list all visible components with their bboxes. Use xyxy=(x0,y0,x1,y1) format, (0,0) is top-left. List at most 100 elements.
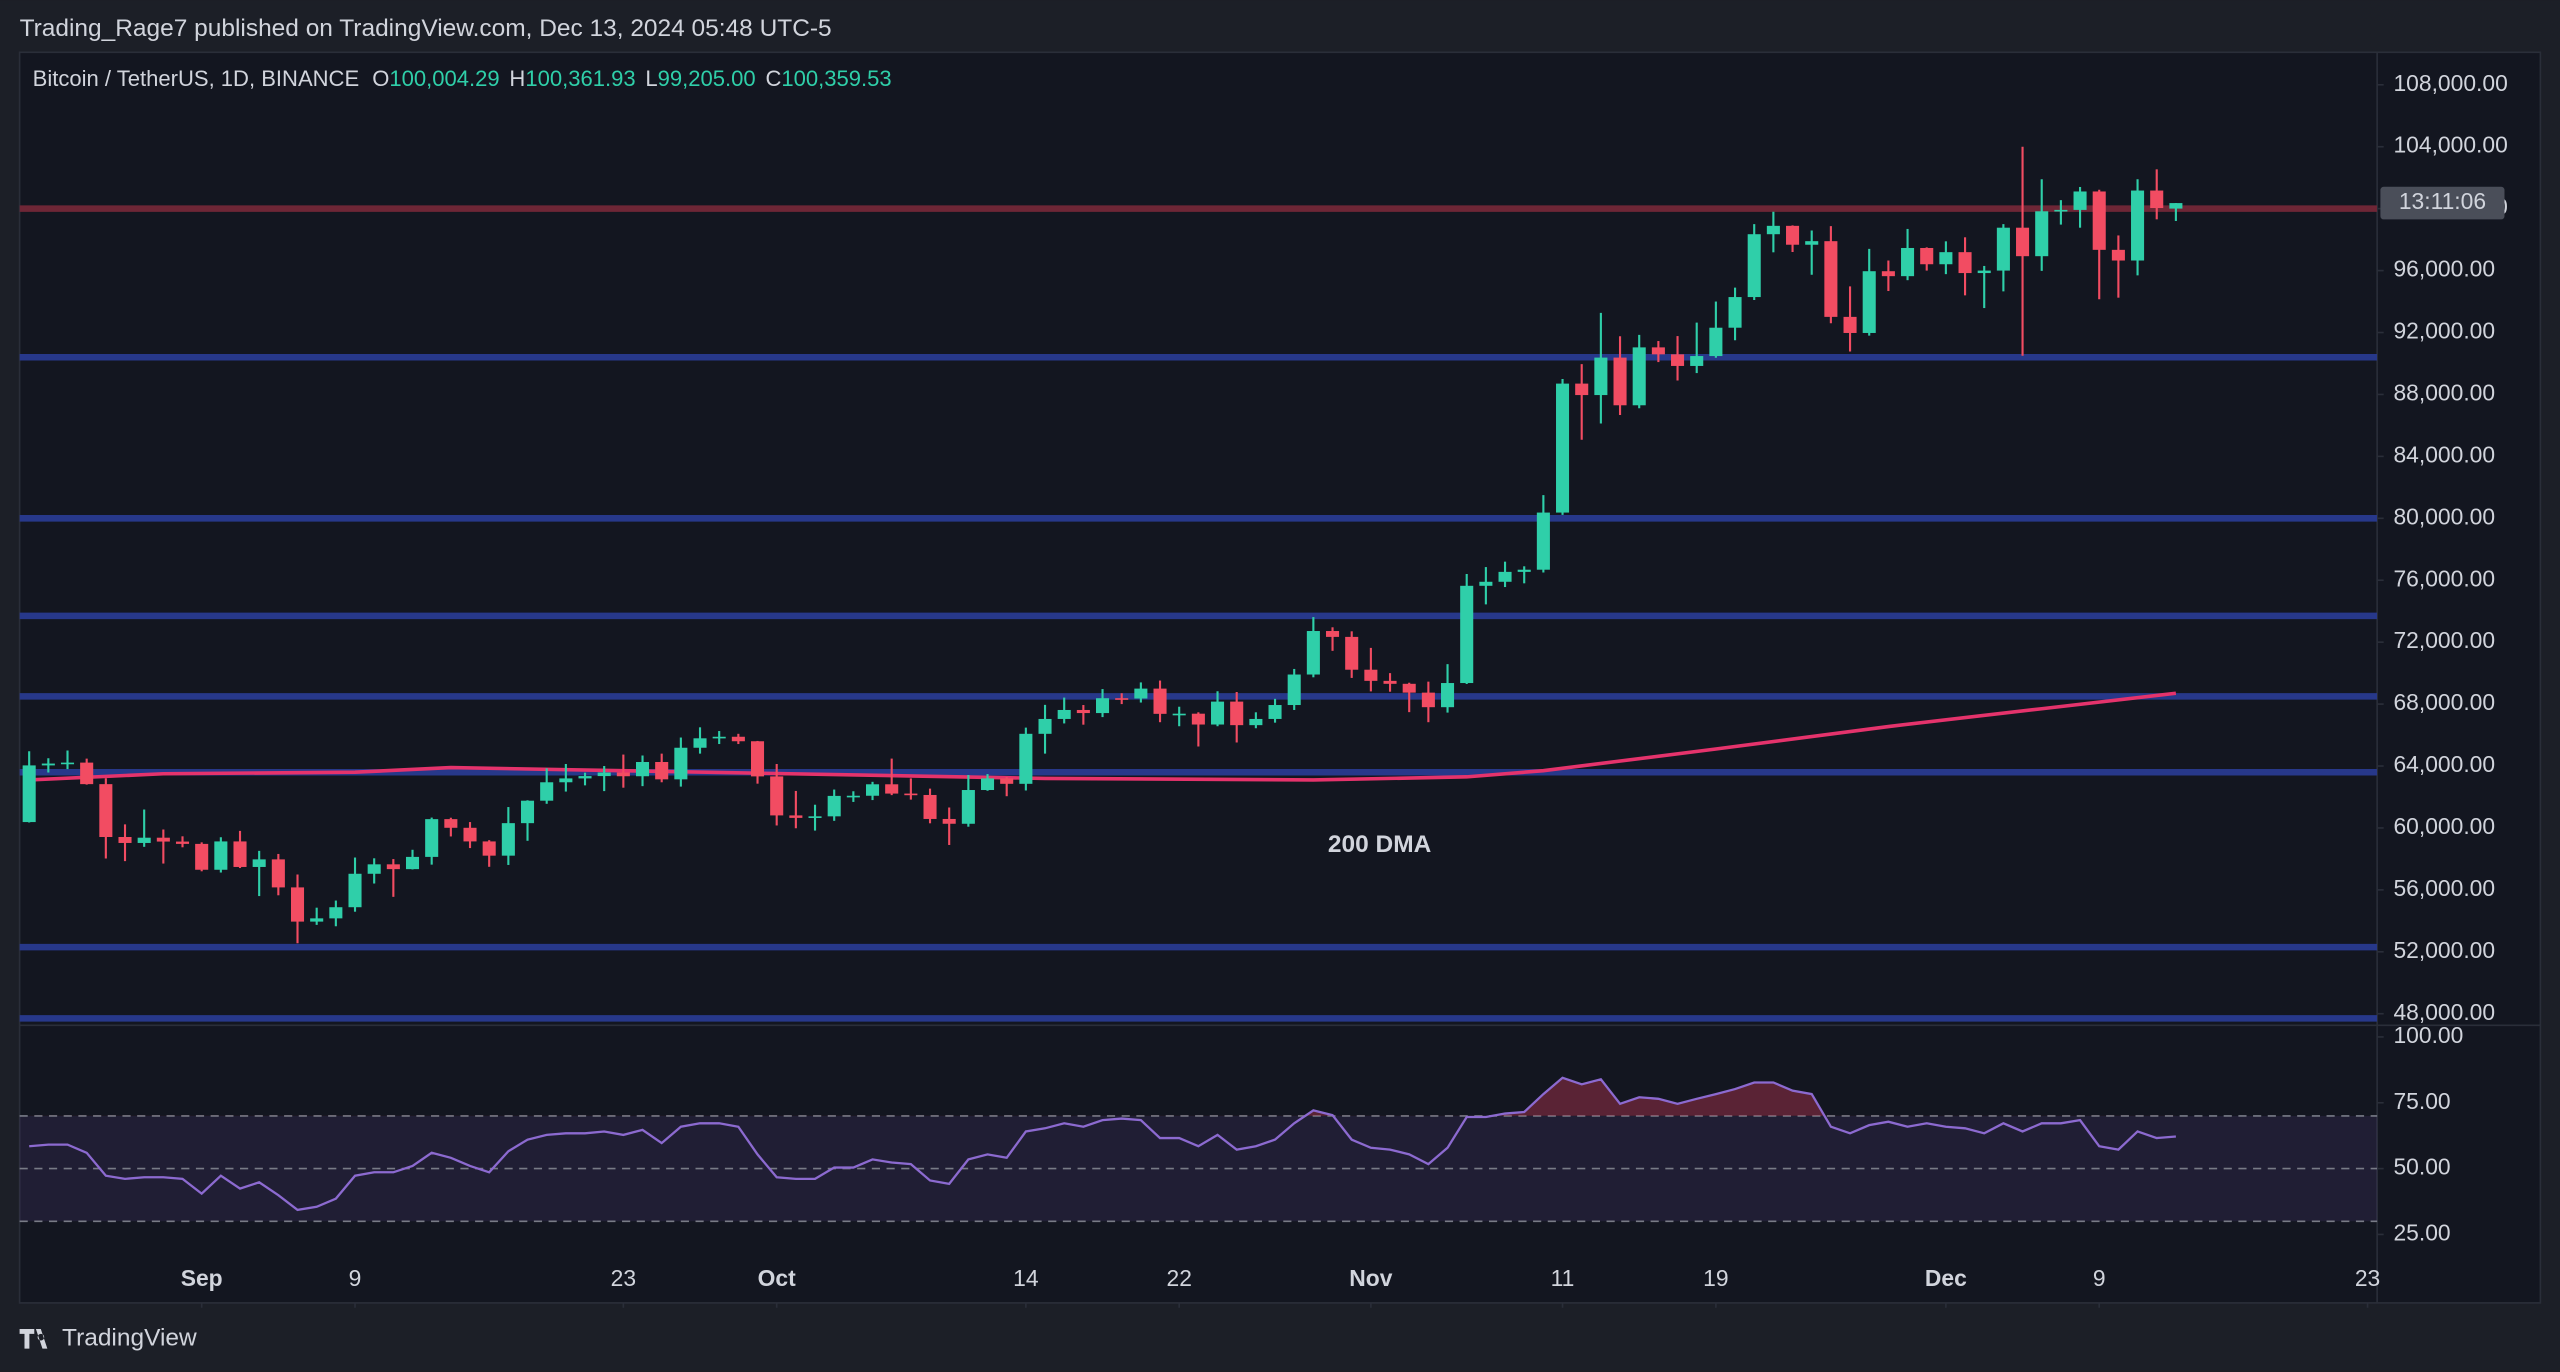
candle-body xyxy=(1345,636,1359,670)
y-tick-label: 88,000.00 xyxy=(2393,379,2495,405)
candle-body xyxy=(1326,631,1340,637)
candle-body xyxy=(1575,383,1589,396)
candle-body xyxy=(482,841,496,856)
candle-body xyxy=(1958,252,1972,274)
candle-body xyxy=(559,778,573,783)
candle-body xyxy=(41,763,55,766)
x-tick-label: 19 xyxy=(1703,1265,1728,1291)
candle-body xyxy=(1709,327,1723,357)
y-tick-label: 52,000.00 xyxy=(2393,937,2495,963)
chart-area xyxy=(18,51,2542,1304)
x-tick-label: Sep xyxy=(181,1265,223,1291)
candle-body xyxy=(310,918,324,922)
candle-body xyxy=(1230,701,1244,726)
candle-body xyxy=(1651,347,1665,355)
x-tick-label: 9 xyxy=(349,1265,362,1291)
candle-body xyxy=(789,815,803,818)
overlay-label: 200 DMA xyxy=(1328,831,1432,858)
candle-body xyxy=(1536,512,1550,570)
candle-body xyxy=(175,841,190,844)
candle-body xyxy=(1498,571,1512,582)
candle-body xyxy=(329,907,343,919)
candle-body xyxy=(578,776,592,779)
ohlc-key: C xyxy=(765,66,781,91)
candle-body xyxy=(22,765,36,823)
candle-body xyxy=(233,841,247,867)
candle-body xyxy=(693,738,707,748)
candle-body xyxy=(60,762,75,765)
candle-body xyxy=(1728,297,1742,328)
candle-body xyxy=(1690,356,1704,366)
candle-body xyxy=(2016,227,2030,257)
candle-body xyxy=(520,800,535,824)
candle-body xyxy=(904,793,918,796)
x-tick-label: 9 xyxy=(2093,1265,2106,1291)
y-tick-label: 60,000.00 xyxy=(2393,813,2495,839)
y-tick-label: 48,000.00 xyxy=(2393,999,2495,1025)
footer-brand: TradingView xyxy=(62,1324,197,1351)
ohlc-key: H xyxy=(509,66,525,91)
candle-body xyxy=(1402,683,1416,693)
ohlc-key: L xyxy=(645,66,657,91)
rsi-overbought-fill xyxy=(1305,1077,1825,1116)
candle-body xyxy=(214,841,228,870)
candle-body xyxy=(885,784,899,794)
candle-body xyxy=(1306,631,1320,675)
candle-body xyxy=(846,795,860,798)
footer-logo xyxy=(19,1329,48,1349)
candle-body xyxy=(961,790,975,824)
countdown-badge xyxy=(2380,186,2505,220)
candle-body xyxy=(1594,357,1608,396)
candle-body xyxy=(712,736,726,739)
x-tick-label: Dec xyxy=(1925,1265,1967,1291)
candle-body xyxy=(674,747,688,780)
candle-body xyxy=(137,837,151,843)
candle-body xyxy=(80,762,94,785)
candle-body xyxy=(1000,778,1014,784)
candle-body xyxy=(1805,241,1819,245)
candle-body xyxy=(425,819,439,857)
candle-body xyxy=(616,772,630,777)
candle-body xyxy=(731,736,745,742)
candle-body xyxy=(1862,271,1876,333)
candle-body xyxy=(1920,247,1934,265)
rsi-y-tick-label: 75.00 xyxy=(2393,1088,2450,1114)
x-tick-label: 11 xyxy=(1551,1265,1575,1291)
candle-body xyxy=(1939,252,1953,265)
candle-body xyxy=(1556,383,1570,513)
byline: Trading_Rage7 published on TradingView.c… xyxy=(20,15,832,42)
candle-body xyxy=(2131,190,2145,261)
candle-body xyxy=(1191,713,1205,725)
candle-body xyxy=(750,741,765,777)
candle-body xyxy=(1268,705,1282,719)
candle-body xyxy=(2111,249,2125,261)
x-tick-label: Oct xyxy=(758,1265,796,1291)
candle-body xyxy=(1019,733,1033,784)
candle-body xyxy=(1632,347,1646,406)
candle-body xyxy=(2054,209,2068,212)
y-tick-label: 76,000.00 xyxy=(2393,565,2495,591)
logo-mark xyxy=(19,1329,48,1349)
candle-body xyxy=(156,837,170,842)
candle-body xyxy=(271,859,285,888)
candle-body xyxy=(405,856,420,870)
x-tick-label: 22 xyxy=(1166,1265,1191,1291)
candle-body xyxy=(980,778,995,791)
ohlc-value: 100,359.53 xyxy=(781,66,891,91)
candle-body xyxy=(1613,357,1627,406)
candle-body xyxy=(865,784,880,796)
ohlc-key: O xyxy=(372,66,389,91)
candle-body xyxy=(808,816,822,818)
candle-body xyxy=(1441,683,1455,708)
candle-body xyxy=(501,823,515,856)
candle-body xyxy=(1517,569,1531,572)
ohlc-value: 99,205.00 xyxy=(658,66,756,91)
y-tick-label: 64,000.00 xyxy=(2393,751,2495,777)
overlay-line xyxy=(29,691,2177,782)
rsi-pane xyxy=(19,1076,2378,1223)
y-tick-label: 96,000.00 xyxy=(2393,256,2495,282)
candle-body xyxy=(463,827,477,842)
candle-body xyxy=(2035,211,2049,257)
candle-body xyxy=(348,873,362,908)
